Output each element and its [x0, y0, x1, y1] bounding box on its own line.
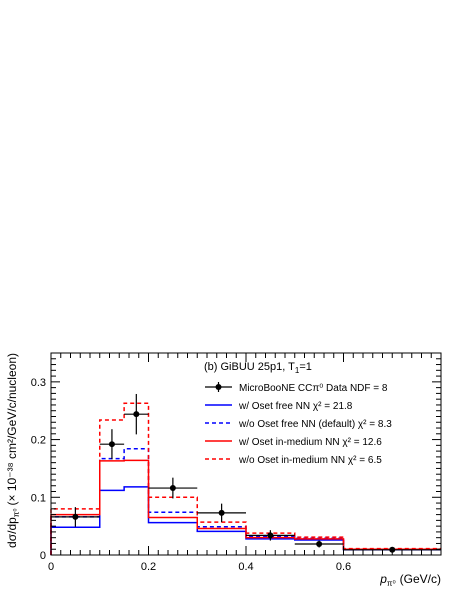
- y-axis-label: dσ/dpπ⁰ (× 10⁻³⁸ cm²/GeV/c/nucleon): [5, 353, 21, 548]
- y-tick-label: 0: [40, 550, 46, 562]
- legend-data-marker: [215, 384, 222, 390]
- series-line-4: [50, 402, 441, 555]
- y-tick-label: 0.3: [31, 377, 46, 389]
- series-line-3: [50, 459, 441, 555]
- panel-title-subscript: 1: [295, 366, 300, 375]
- x-tick-label: 0.6: [336, 561, 351, 573]
- data-point: [389, 546, 396, 553]
- x-axis-label-subscript: π⁰: [387, 579, 396, 588]
- x-tick-label: 0.4: [238, 561, 253, 573]
- legend-series-label-3: w/ Oset in-medium NN χ² = 12.6: [238, 437, 382, 448]
- panel-title-tail: =1: [299, 361, 312, 373]
- y-axis-label-unit: (× 10⁻³⁸ cm²/GeV/c/nucleon): [5, 353, 19, 505]
- legend-series-label-4: w/o Oset in-medium NN χ² = 6.5: [238, 455, 382, 466]
- data-point: [267, 532, 274, 539]
- y-tick-label: 0.1: [31, 492, 46, 504]
- panel-title: (b) GiBUU 25p1, T1=1: [204, 361, 312, 375]
- legend: MicroBooNE CCπ⁰ Data NDF = 8 w/ Oset free…: [205, 382, 392, 466]
- data-point: [218, 509, 225, 516]
- y-axis-label-subscript: π⁰: [12, 508, 21, 517]
- x-axis-label: pπ⁰ (GeV/c): [379, 572, 441, 588]
- data-points-layer: [51, 393, 441, 553]
- data-point: [316, 541, 323, 548]
- x-axis-label-main: p: [379, 572, 387, 586]
- data-point: [72, 513, 79, 520]
- x-tick-label: 0: [48, 561, 54, 573]
- x-axis-label-unit: (GeV/c): [400, 572, 441, 586]
- data-point: [108, 441, 115, 448]
- y-axis-label-main: dσ/dp: [5, 517, 19, 548]
- x-tick-label: 0.2: [141, 561, 156, 573]
- series-line-1: [50, 486, 441, 555]
- legend-series-label-1: w/ Oset free NN χ² = 21.8: [238, 401, 353, 412]
- legend-series-label-2: w/o Oset free NN (default) χ² = 8.3: [238, 419, 392, 430]
- data-point: [169, 485, 176, 492]
- y-tick-label: 0.2: [31, 435, 46, 447]
- axes-layer: 0 0.2 0.4 0.6 0 0.1 0.2 0.3: [31, 352, 442, 573]
- panel-title-text: (b) GiBUU 25p1, T: [204, 361, 295, 373]
- legend-data-label: MicroBooNE CCπ⁰ Data NDF = 8: [239, 383, 388, 394]
- data-point: [133, 411, 140, 418]
